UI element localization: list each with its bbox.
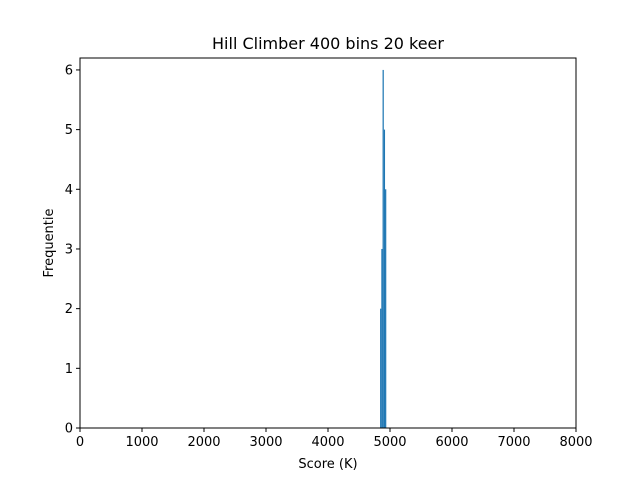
x-tick-label: 3000 [249,435,282,450]
x-tick-label: 7000 [497,435,530,450]
x-axis-label: Score (K) [298,457,357,472]
x-tick-label: 2000 [187,435,220,450]
histogram-bar [385,189,387,428]
plot-frame [79,57,577,429]
histogram-bar [382,69,384,428]
y-tick-label: 1 [65,362,73,377]
histogram-bar [383,129,386,428]
y-tick-label: 6 [65,63,73,78]
x-tick-label: 4000 [311,435,344,450]
histogram-bar [381,248,383,428]
y-tick-label: 0 [65,422,73,437]
y-tick-label: 4 [65,183,73,198]
x-tick-label: 0 [76,435,84,450]
chart-title: Hill Climber 400 bins 20 keer [212,34,444,53]
x-tick-label: 1000 [125,435,158,450]
histogram-bar [380,308,382,428]
x-axis-ticks: 0 1000 2000 3000 4000 5000 6000 7000 8000 [76,428,593,450]
bars-group [380,69,387,428]
y-axis-ticks: 0 1 2 3 4 5 6 [65,63,80,437]
y-tick-label: 5 [65,123,73,138]
x-tick-label: 8000 [559,435,592,450]
y-tick-label: 2 [65,302,73,317]
y-tick-label: 3 [65,242,73,257]
x-tick-label: 6000 [435,435,468,450]
y-axis-label: Frequentie [42,208,57,277]
x-tick-label: 5000 [373,435,406,450]
